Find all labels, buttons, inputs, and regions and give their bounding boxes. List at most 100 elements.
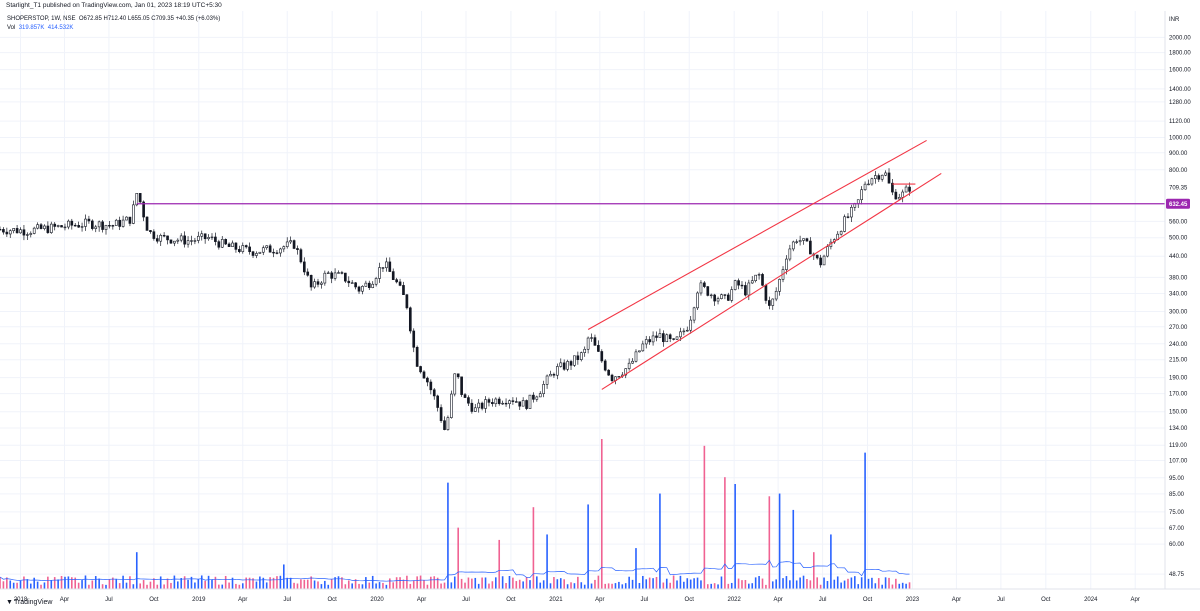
volume-bar xyxy=(272,577,275,589)
volume-bars xyxy=(0,439,911,589)
volume-bar xyxy=(283,564,285,589)
volume-bar xyxy=(696,577,699,589)
volume-bar xyxy=(447,482,449,589)
volume-bar xyxy=(624,583,627,589)
candle-down xyxy=(111,225,115,227)
volume-bar xyxy=(334,577,336,589)
candle-up xyxy=(675,336,679,340)
volume-bar xyxy=(515,581,518,589)
candle-down xyxy=(846,216,850,218)
candle-down xyxy=(426,377,429,383)
volume-bar xyxy=(354,579,357,589)
candle-down xyxy=(108,225,111,227)
volume-bar xyxy=(388,578,391,589)
candle-up xyxy=(624,368,628,376)
volume-bar xyxy=(238,584,241,589)
tv-logo-text: TradingView xyxy=(13,599,53,606)
volume-bar xyxy=(74,577,77,589)
price-axis: INR 2000.00 1800.00 1600.00 1400.00 1280.00 11… xyxy=(1169,17,1191,578)
candle-down xyxy=(340,272,344,274)
candle-down xyxy=(155,238,159,242)
volume-bar xyxy=(481,577,483,589)
time-tick-label: Oct xyxy=(685,597,695,603)
candle-down xyxy=(405,294,409,309)
candle-up xyxy=(285,241,289,247)
volume-bar xyxy=(741,580,743,589)
volume-bar xyxy=(857,584,860,589)
volume-bar xyxy=(351,583,353,589)
candle-up xyxy=(484,399,487,409)
candle-up xyxy=(733,280,737,290)
volume-bar xyxy=(498,539,501,589)
candle-up xyxy=(258,251,262,254)
candle-down xyxy=(149,230,152,233)
candle-down xyxy=(292,240,296,249)
volume-bar xyxy=(474,577,477,589)
vol-ma-value: 414.532K xyxy=(47,24,74,31)
volume-bar xyxy=(289,577,292,589)
volume-bar xyxy=(375,583,377,589)
candle-down xyxy=(162,235,166,237)
candle-down xyxy=(152,231,156,239)
volume-bar xyxy=(60,575,63,589)
candle-up xyxy=(176,239,180,242)
candle-down xyxy=(347,280,351,284)
price-tick-label: 107.00 xyxy=(1169,459,1188,465)
volume-bar xyxy=(327,584,330,589)
candle-down xyxy=(22,229,26,236)
candle-up xyxy=(579,352,583,360)
volume-bar xyxy=(77,582,80,589)
volume-bar xyxy=(84,575,87,589)
candle-down xyxy=(330,272,333,279)
volume-bar xyxy=(94,576,97,589)
price-tick-label: 170.00 xyxy=(1169,392,1188,398)
volume-bar xyxy=(67,576,70,589)
time-tick-label: Apr xyxy=(1131,597,1140,603)
candle-up xyxy=(863,183,867,191)
volume-bar xyxy=(395,577,398,589)
volume-bar xyxy=(231,577,234,589)
volume-bar xyxy=(494,577,497,589)
volume-bar xyxy=(518,579,521,589)
candle-down xyxy=(891,182,894,193)
volume-bar xyxy=(300,579,302,589)
volume-bar xyxy=(532,507,535,589)
candle-down xyxy=(740,284,744,287)
candle-up xyxy=(190,240,193,242)
volume-bar xyxy=(652,578,654,589)
volume-bar xyxy=(139,583,141,589)
volume-bar xyxy=(836,576,839,589)
candle-up xyxy=(822,255,826,266)
price-chart[interactable]: INR 2000.00 1800.00 1600.00 1400.00 1280.00 11… xyxy=(0,11,1200,611)
volume-bar xyxy=(344,584,347,589)
volume-bar xyxy=(611,583,613,589)
candle-down xyxy=(518,401,522,407)
volume-bar xyxy=(43,582,46,589)
candle-down xyxy=(460,376,463,395)
volume-bar xyxy=(245,577,247,589)
volume-bar xyxy=(361,584,364,589)
candle-up xyxy=(179,235,183,241)
candle-down xyxy=(398,281,402,286)
candle-down xyxy=(511,400,515,402)
candle-up xyxy=(371,283,375,288)
candle-up xyxy=(63,226,67,229)
volume-bar xyxy=(279,575,282,589)
candle-up xyxy=(196,235,200,241)
price-tick-label: 270.00 xyxy=(1169,325,1188,331)
candle-down xyxy=(593,337,597,346)
candle-up xyxy=(19,229,22,234)
volume-bar xyxy=(843,580,846,589)
tradingview-logo[interactable]: ▼ TradingView xyxy=(6,599,52,606)
candle-up xyxy=(193,240,197,242)
volume-bar xyxy=(303,579,306,589)
candle-down xyxy=(655,335,658,338)
volume-bar xyxy=(365,577,367,589)
candle-down xyxy=(432,389,436,397)
candle-up xyxy=(326,272,330,274)
volume-bar xyxy=(16,582,18,589)
volume-bar xyxy=(118,583,121,589)
volume-bar xyxy=(761,578,764,589)
volume-bar xyxy=(149,581,152,589)
open-value: O672.85 xyxy=(78,16,102,22)
